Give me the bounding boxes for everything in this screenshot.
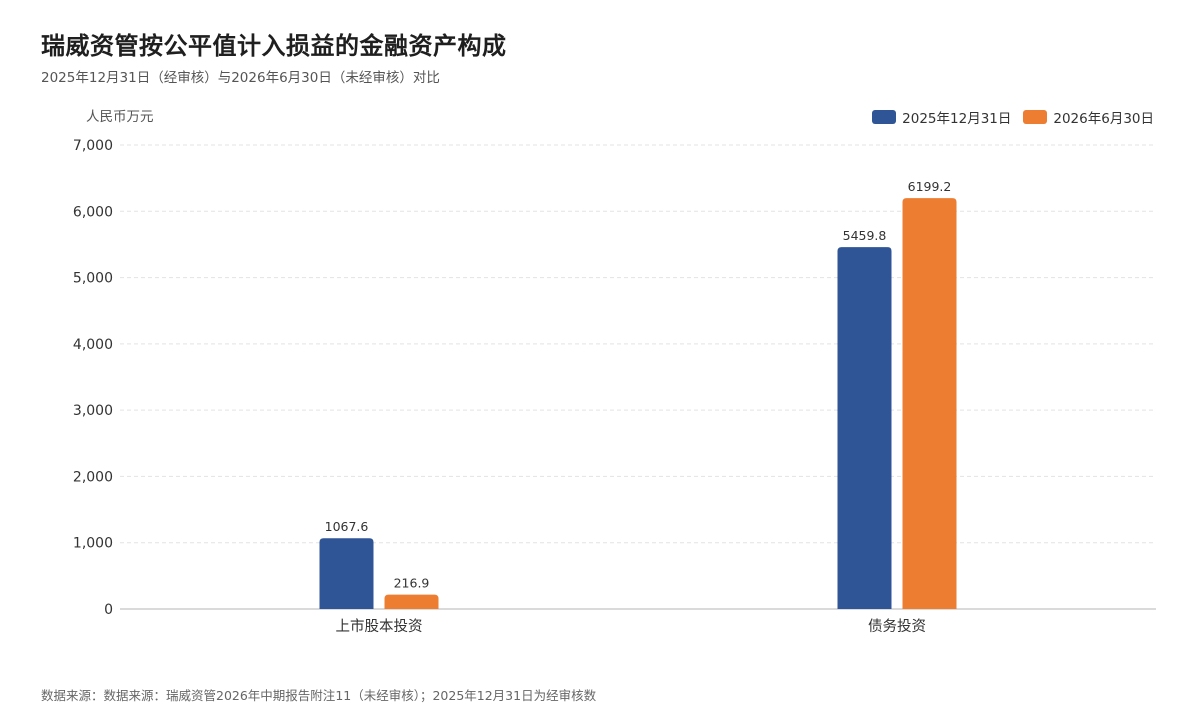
legend-item-series-2: 2026年6月30日 xyxy=(1023,107,1154,127)
x-tick-label: 上市股本投资 xyxy=(336,618,423,635)
x-tick-label: 债务投资 xyxy=(868,618,926,635)
y-tick-label: 0 xyxy=(104,602,113,618)
legend-label-series-1: 2025年12月31日 xyxy=(902,111,1012,127)
legend: 2025年12月31日 2026年6月30日 xyxy=(872,107,1154,127)
y-axis-unit-label: 人民币万元 xyxy=(86,109,154,125)
y-tick-label: 2,000 xyxy=(73,469,113,485)
y-tick-label: 4,000 xyxy=(73,337,113,353)
source-note: 数据来源：数据来源：瑞威资管2026年中期报告附注11（未经审核）；2025年1… xyxy=(41,688,597,703)
bar xyxy=(319,538,374,609)
y-tick-label: 6,000 xyxy=(73,204,113,220)
data-label: 5459.8 xyxy=(843,228,887,243)
bar xyxy=(384,594,439,609)
bar xyxy=(837,247,892,609)
y-tick-label: 3,000 xyxy=(73,403,113,419)
data-label: 216.9 xyxy=(394,576,430,591)
chart-title: 瑞威资管按公平值计入损益的金融资产构成 xyxy=(41,32,507,60)
bar xyxy=(902,198,957,609)
legend-label-series-2: 2026年6月30日 xyxy=(1053,111,1154,127)
legend-item-series-1: 2025年12月31日 xyxy=(872,107,1011,127)
y-tick-label: 7,000 xyxy=(73,138,113,154)
y-tick-label: 1,000 xyxy=(73,536,113,552)
legend-swatch-series-1 xyxy=(872,110,897,124)
chart-subtitle: 2025年12月31日（经审核）与2026年6月30日（未经审核）对比 xyxy=(41,70,440,86)
legend-swatch-series-2 xyxy=(1023,110,1048,124)
y-tick-label: 5,000 xyxy=(73,271,113,287)
data-label: 6199.2 xyxy=(908,179,952,194)
data-label: 1067.6 xyxy=(325,519,369,534)
